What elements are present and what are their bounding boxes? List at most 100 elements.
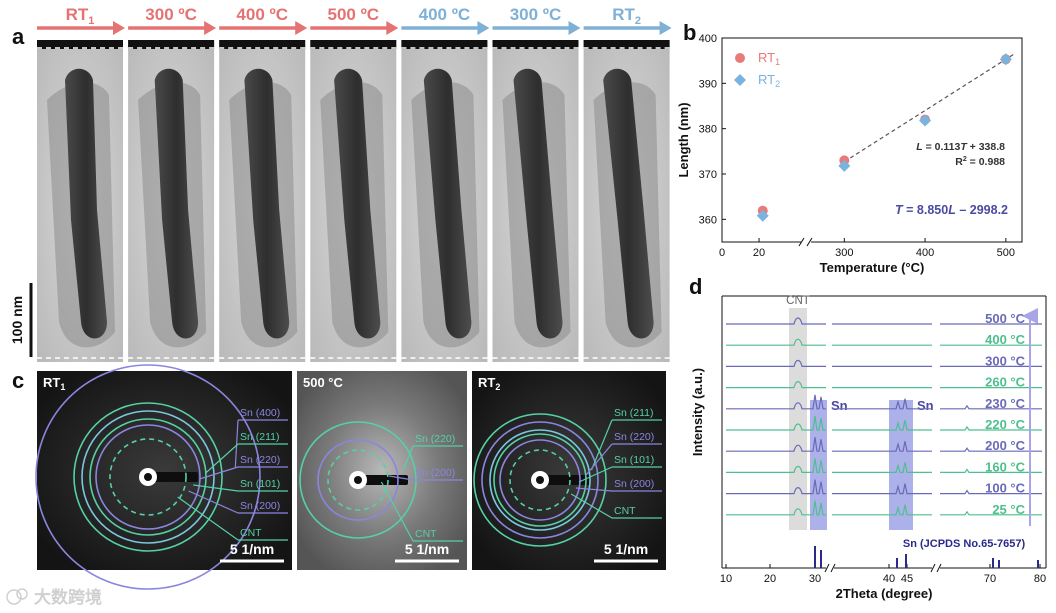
arrow-head-icon xyxy=(386,21,399,35)
arrow-label: RT1 xyxy=(66,5,95,27)
cnt-band xyxy=(789,308,807,530)
saed-background xyxy=(472,371,666,570)
central-beam-core xyxy=(536,476,544,484)
diffraction-ring xyxy=(73,402,223,552)
xrd-pattern-segment xyxy=(832,398,932,410)
tem-rod xyxy=(65,68,107,339)
arrow-label: RT2 xyxy=(612,5,641,27)
x-tick-label: 80 xyxy=(1034,573,1046,585)
ring-leader-line xyxy=(177,496,239,541)
temperature-arrow: 400 ºC xyxy=(219,5,308,35)
panel-d-xrd-chart: 10 20 30 40 45 70 80 2Theta (degree) Intensity (… xyxy=(690,295,1047,601)
x-axis-break-mark xyxy=(806,237,813,247)
xrd-pattern-segment xyxy=(940,489,1042,495)
fit-equation: L = 0.113T + 338.8 xyxy=(916,141,1005,153)
xrd-pattern-segment xyxy=(940,468,1042,473)
legend-marker xyxy=(734,74,746,86)
diffraction-ring xyxy=(81,410,215,544)
watermark: 大数跨境 xyxy=(6,587,102,608)
diffraction-ring xyxy=(35,364,261,590)
panel-letter-a: a xyxy=(12,24,25,49)
sn-band-2 xyxy=(889,400,913,530)
ring-leader-line xyxy=(380,481,414,542)
temperature-label: 200 °C xyxy=(985,438,1026,453)
y-tick-label: 390 xyxy=(699,78,717,90)
reference-label: Sn (JCPDS No.65-7657) xyxy=(903,538,1026,550)
temperature-label: 100 °C xyxy=(985,481,1026,496)
ring-leader-line xyxy=(575,487,613,492)
xrd-pattern-segment xyxy=(940,447,1042,452)
xrd-pattern-segment xyxy=(832,483,932,495)
x-axis-break-mark xyxy=(930,563,936,573)
temperature-label: 230 °C xyxy=(985,396,1026,411)
saed-title: 500 °C xyxy=(303,375,344,390)
inverse-equation: T = 8.850L – 2998.2 xyxy=(895,203,1008,217)
xrd-pattern-segment xyxy=(832,419,932,431)
ring-leader-line xyxy=(234,419,239,468)
temperature-label: 220 °C xyxy=(985,417,1026,432)
ring-leader-line xyxy=(193,484,239,492)
data-point-diamond xyxy=(999,53,1012,66)
x-axis-break-mark xyxy=(798,237,805,247)
tem-frame-top-band xyxy=(492,40,579,49)
ring-leader-line xyxy=(590,419,613,471)
xrd-pattern-segment xyxy=(726,500,826,516)
panel-c-saed-patterns: RT1 Sn (400) Sn (211) Sn (220) Sn (101) Sn (2… xyxy=(35,364,666,590)
central-beam-core xyxy=(354,476,362,484)
x-axis-break-gap xyxy=(932,563,940,573)
saed-image: RT2 Sn (211) Sn (220) Sn (101) Sn (200) CNT 5 … xyxy=(472,371,666,570)
legend-label: RT1 xyxy=(758,50,780,67)
panel-a-tem-sequence: RT1 300 ºC 400 ºC 500 ºC 400 ºC 300 ºC RT2 xyxy=(37,5,672,362)
x-axis-label: 2Theta (degree) xyxy=(836,586,933,601)
x-axis-label: Temperature (°C) xyxy=(820,260,925,275)
ring-label: Sn (200) xyxy=(415,467,455,479)
tem-rod xyxy=(244,68,290,339)
arrow-head-icon xyxy=(568,21,581,35)
watermark-logo-icon xyxy=(6,589,22,605)
temperature-label: 25 °C xyxy=(992,502,1025,517)
tem-frame-top-band xyxy=(128,40,215,49)
x-axis-break-mark xyxy=(936,563,942,573)
legend-label: RT2 xyxy=(758,72,780,89)
tem-rod xyxy=(334,68,381,339)
tem-frame-top-band xyxy=(37,40,123,49)
ring-leader-line xyxy=(570,493,613,519)
saed-background xyxy=(297,371,467,570)
saed-scale-label: 5 1/nm xyxy=(405,541,449,557)
diffraction-ring xyxy=(95,424,201,530)
xrd-pattern-segment xyxy=(832,441,932,452)
tem-frame xyxy=(219,40,306,362)
xrd-pattern-segment xyxy=(726,394,826,410)
tem-frame xyxy=(37,40,123,362)
ring-leader-line xyxy=(188,490,239,514)
y-tick-label: 400 xyxy=(699,33,717,45)
x-axis-break-gap xyxy=(826,563,834,573)
temperature-label: 400 °C xyxy=(985,332,1026,347)
y-axis-label: Length (nm) xyxy=(676,102,691,177)
arrow-head-icon xyxy=(204,21,217,35)
ring-leader-line xyxy=(578,466,613,483)
ring-leader-line xyxy=(199,466,239,480)
data-point-diamond xyxy=(838,159,851,172)
y-tick-label: 380 xyxy=(699,124,717,136)
ring-label: Sn (211) xyxy=(240,431,280,443)
x-tick-label: 70 xyxy=(984,573,996,585)
x-tick-label: 30 xyxy=(809,573,821,585)
temperature-label: 160 °C xyxy=(985,459,1026,474)
cnt-label: CNT xyxy=(786,295,810,307)
diffraction-ring xyxy=(317,439,399,521)
tem-frame xyxy=(128,40,215,362)
saed-scale-label: 5 1/nm xyxy=(230,541,274,557)
tem-rod xyxy=(513,68,563,339)
xrd-pattern-segment xyxy=(940,425,1042,431)
ring-label: CNT xyxy=(415,528,437,540)
linear-fit-line xyxy=(843,53,1015,163)
xrd-pattern-segment xyxy=(726,359,826,367)
x-tick-label: 300 xyxy=(835,247,853,259)
temperature-arrow: 500 ºC xyxy=(310,5,399,35)
ring-leader-line xyxy=(389,475,414,481)
fit-r-squared: R2 = 0.988 xyxy=(955,156,1005,168)
tem-frame xyxy=(583,40,670,362)
